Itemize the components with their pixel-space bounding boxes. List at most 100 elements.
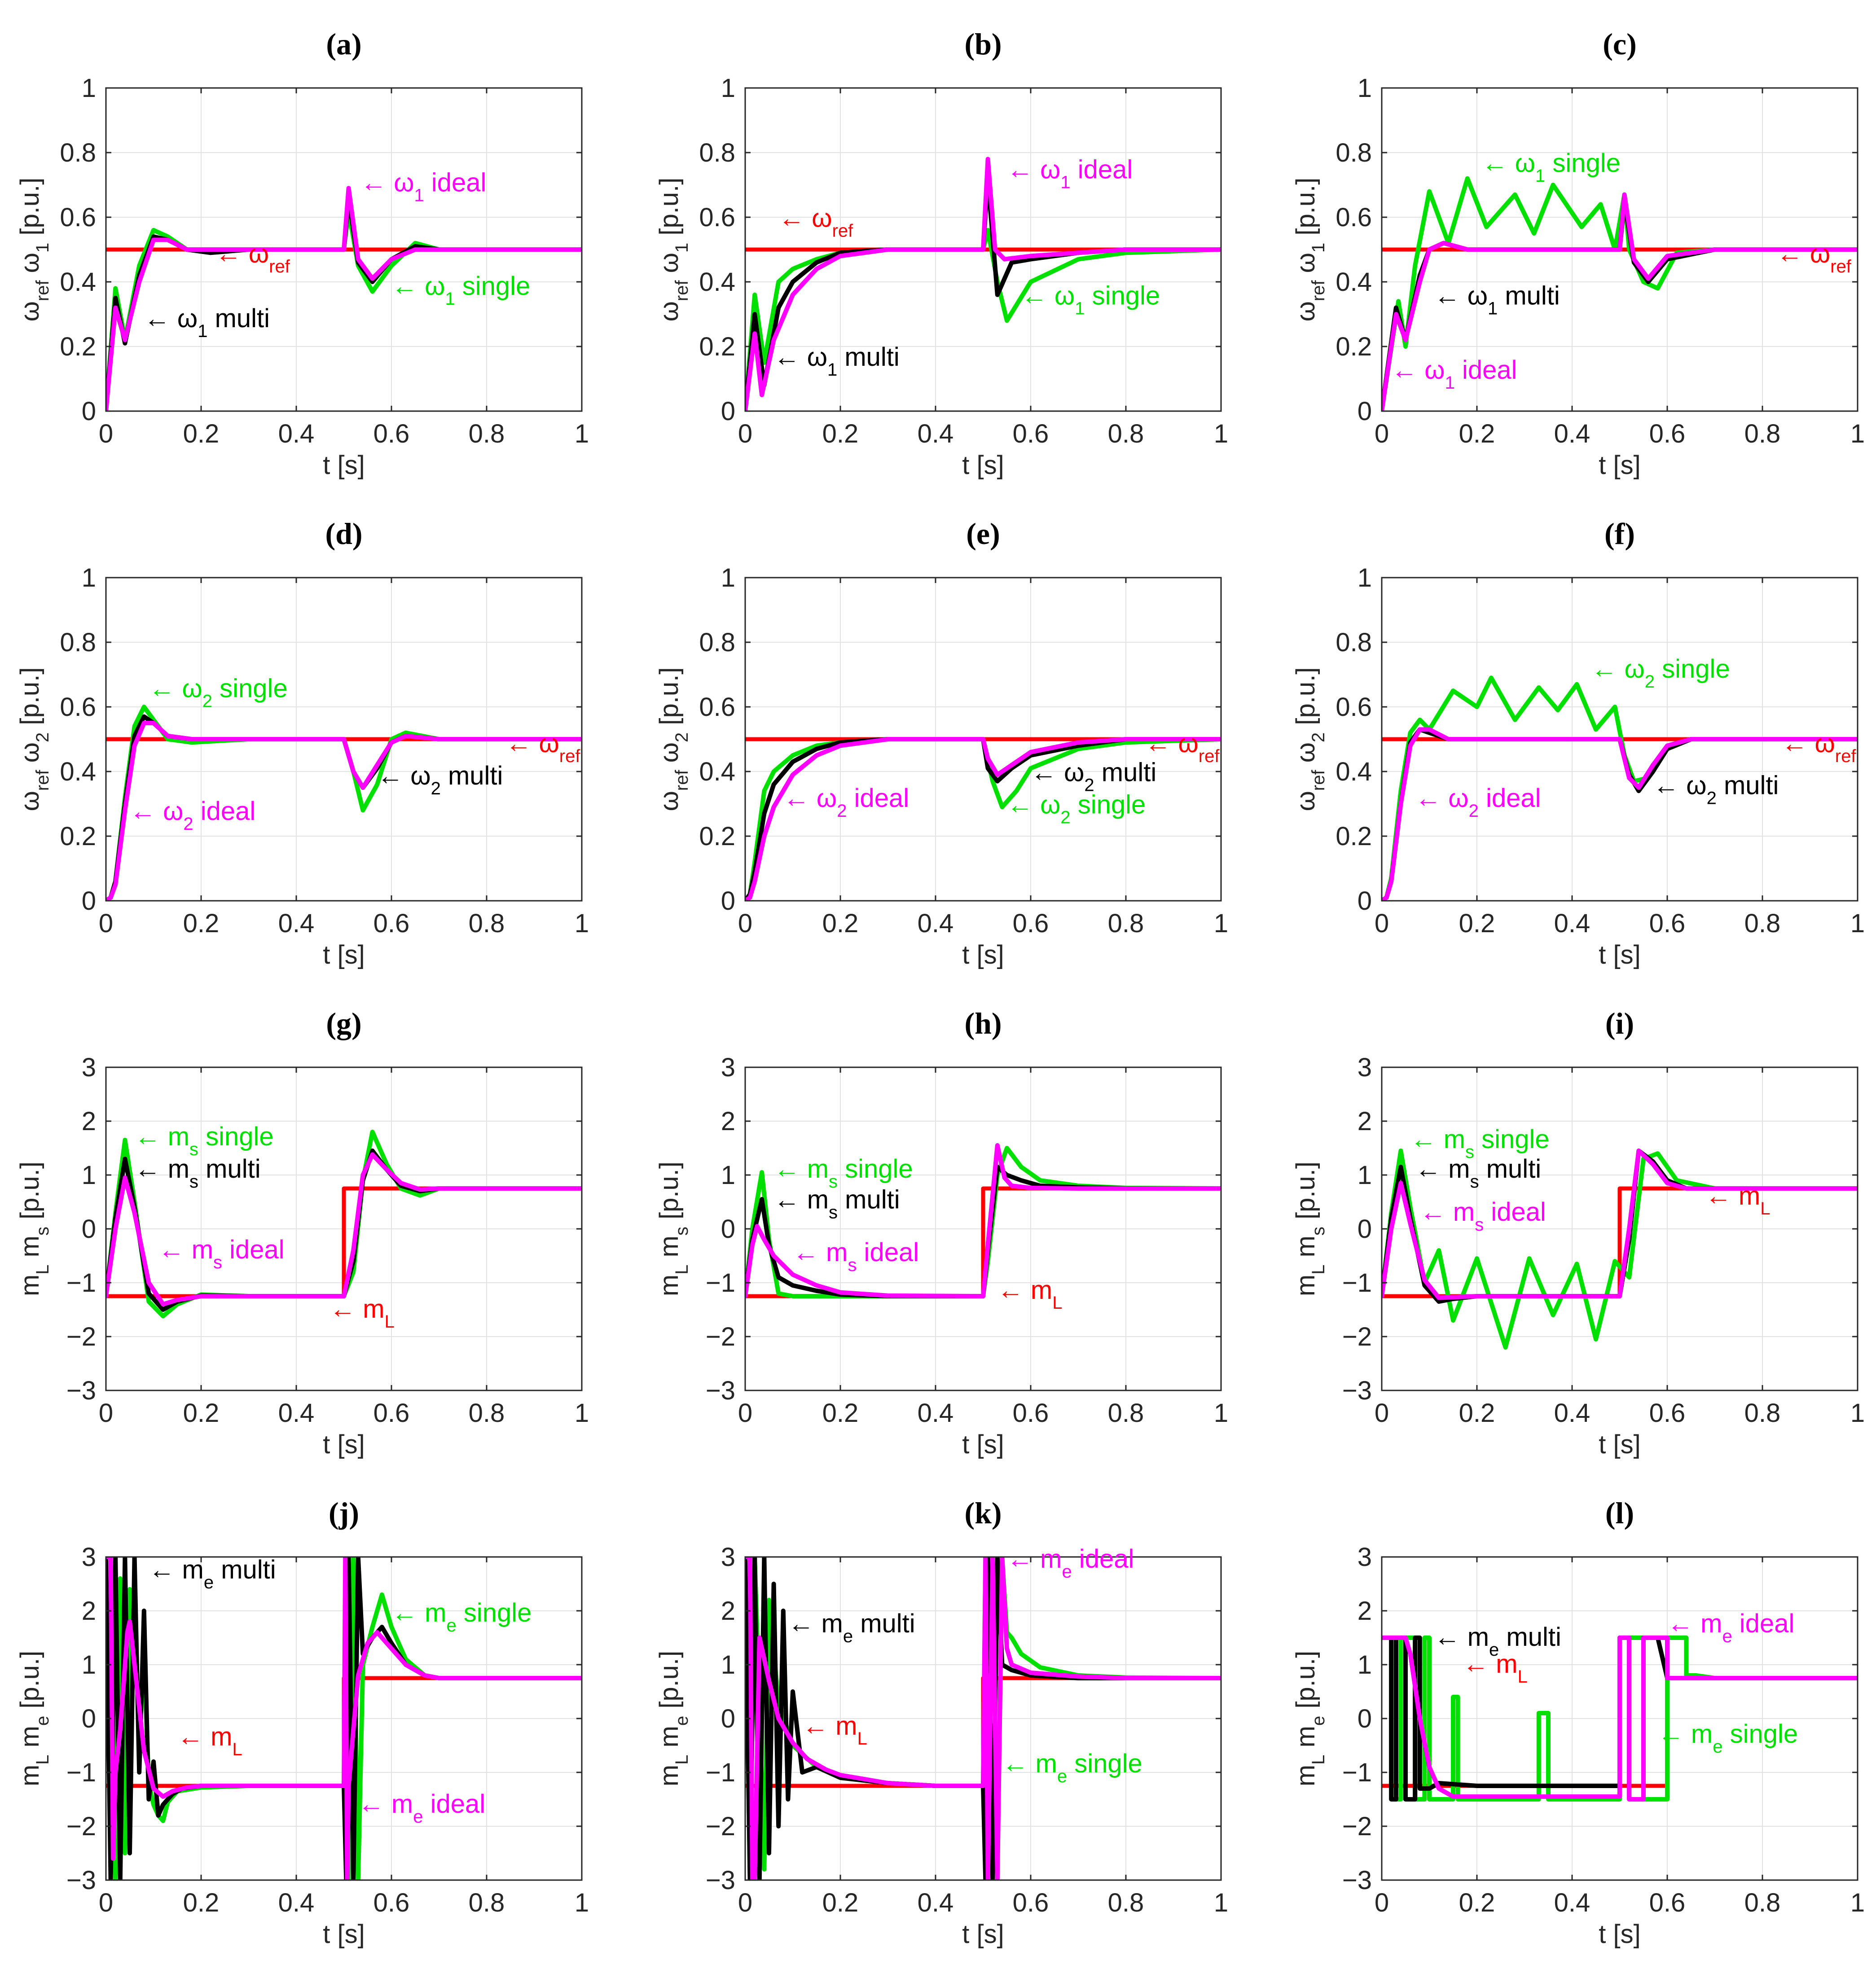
y-tick-label: −3 — [66, 1376, 96, 1405]
axes-frame — [744, 577, 1222, 902]
y-tick-label: 0.4 — [60, 757, 96, 786]
y-axis-label: mL me [p.u.] — [655, 1651, 692, 1786]
x-tick-label: 0.4 — [1554, 909, 1590, 938]
series-line-me-ideal — [106, 1557, 582, 1880]
y-tick-label: 0.8 — [60, 138, 96, 167]
annotation-ml: ← mL — [1705, 1181, 1771, 1219]
x-tick-label: 0.8 — [469, 1399, 505, 1428]
annotation-omega1-multi: ← ω1 multi — [144, 304, 270, 341]
x-tick-label: 0.6 — [1649, 1399, 1686, 1428]
x-tick-label: 1 — [1214, 1888, 1228, 1917]
x-tick-label: 0.6 — [373, 1399, 410, 1428]
panel-title: (i) — [1605, 1006, 1634, 1040]
y-tick-label: 0.8 — [1336, 628, 1372, 657]
panel-g: 0 0.2 0.4 0.6 0.8 1 −3 −2 −1 0 1 2 3 t [s] mL ms [p.u.… — [15, 1006, 589, 1459]
y-tick-label: 1 — [721, 1161, 735, 1190]
y-axis-label: mL ms [p.u.] — [15, 1162, 53, 1296]
x-tick-label: 0.6 — [1649, 909, 1686, 938]
series-line-me-multi — [745, 1557, 1221, 1880]
annotation-me-multi: ← me multi — [788, 1609, 915, 1646]
y-tick-label: 0.2 — [60, 822, 96, 851]
y-tick-label: 1 — [82, 74, 96, 103]
y-tick-label: 0 — [721, 1214, 735, 1244]
panel-j: 0 0.2 0.4 0.6 0.8 1 −3 −2 −1 0 1 2 3 t [s] mL me [p.u.… — [15, 1496, 589, 1949]
panel-f: 0 0.2 0.4 0.6 0.8 1 0 0.2 0.4 0.6 0.8 1 t [s] ωref ω2… — [1291, 517, 1865, 969]
annotation-me-ideal: ← me ideal — [1667, 1609, 1794, 1646]
y-axis-label: mL ms [p.u.] — [1291, 1162, 1328, 1296]
x-tick-label: 0.4 — [918, 419, 954, 448]
y-tick-label: 3 — [1358, 1543, 1372, 1572]
y-tick-label: 0 — [82, 1214, 96, 1244]
series-line-me-ideal — [745, 1557, 1221, 1880]
x-tick-label: 0.8 — [1744, 1399, 1781, 1428]
x-tick-label: 0 — [99, 909, 113, 938]
y-tick-label: −3 — [706, 1376, 735, 1405]
annotation-omega1-ideal: ← ω1 ideal — [1007, 155, 1133, 193]
annotation-omegaref: ← ωref — [505, 729, 580, 766]
x-tick-label: 0.8 — [1108, 419, 1144, 448]
x-tick-label: 0.2 — [183, 909, 220, 938]
y-axis-label: ωref ω2 [p.u.] — [1291, 667, 1328, 811]
x-tick-label: 0.8 — [1108, 909, 1144, 938]
y-tick-label: 1 — [1358, 74, 1372, 103]
y-axis-label: ωref ω1 [p.u.] — [1291, 178, 1328, 322]
x-tick-label: 1 — [1214, 419, 1228, 448]
annotation-omega2-multi: ← ω2 multi — [377, 761, 503, 798]
x-tick-label: 0.4 — [278, 1888, 315, 1917]
panel-a: 0 0.2 0.4 0.6 0.8 1 0 0.2 0.4 0.6 0.8 1 t [s] ωref ω1… — [15, 27, 589, 480]
panel-title: (f) — [1604, 517, 1635, 551]
y-axis-label: ωref ω2 [p.u.] — [655, 667, 692, 811]
annotation-ms-single: ← ms single — [135, 1122, 274, 1159]
y-tick-label: −2 — [66, 1812, 96, 1841]
annotation-me-ideal: ← me ideal — [358, 1789, 485, 1827]
y-axis-label: ωref ω1 [p.u.] — [655, 178, 692, 322]
x-tick-label: 1 — [575, 1399, 589, 1428]
x-tick-label: 0.2 — [183, 419, 220, 448]
panel-title: (a) — [326, 27, 361, 61]
annotation-ms-multi: ← ms multi — [135, 1154, 261, 1192]
y-tick-label: 0.8 — [60, 628, 96, 657]
panel-l: 0 0.2 0.4 0.6 0.8 1 −3 −2 −1 0 1 2 3 t [s] mL me [p.u.… — [1291, 1496, 1865, 1949]
y-tick-label: 1 — [82, 1161, 96, 1190]
y-tick-label: 0.2 — [699, 822, 735, 851]
x-axis-label: t [s] — [1599, 451, 1640, 480]
x-tick-label: 0.6 — [1013, 1399, 1049, 1428]
y-tick-label: 0.4 — [60, 267, 96, 297]
axes-frame — [1381, 577, 1858, 902]
y-tick-label: 0 — [1358, 1704, 1372, 1733]
y-tick-label: 3 — [721, 1053, 735, 1082]
annotation-ml: ← mL — [330, 1294, 395, 1332]
panel-title: (j) — [329, 1496, 359, 1530]
annotation-omegaref: ← ωref — [1781, 729, 1856, 766]
x-tick-label: 0.4 — [1554, 1399, 1590, 1428]
y-axis-label: ωref ω1 [p.u.] — [15, 178, 53, 322]
x-tick-label: 0.4 — [918, 1399, 954, 1428]
x-tick-label: 0.4 — [1554, 419, 1590, 448]
x-tick-label: 0 — [738, 909, 752, 938]
y-tick-label: −1 — [706, 1268, 735, 1298]
x-tick-label: 0.6 — [373, 419, 410, 448]
series-line-ms-ideal — [1382, 1149, 1858, 1300]
y-tick-label: 1 — [721, 563, 735, 592]
y-tick-label: 3 — [1358, 1053, 1372, 1082]
y-tick-label: −2 — [1342, 1322, 1372, 1351]
x-tick-label: 0.2 — [1459, 1399, 1495, 1428]
x-tick-label: 0 — [738, 1399, 752, 1428]
y-tick-label: 0.4 — [699, 757, 735, 786]
x-tick-label: 0 — [1375, 419, 1389, 448]
x-tick-label: 0 — [1375, 909, 1389, 938]
y-tick-label: −3 — [66, 1866, 96, 1895]
axes-frame — [744, 87, 1222, 412]
annotation-omega1-single: ← ω1 single — [1021, 281, 1160, 318]
y-tick-label: 2 — [721, 1596, 735, 1626]
annotation-omega2-single: ← ω2 single — [149, 674, 287, 711]
x-tick-label: 0.2 — [822, 419, 859, 448]
x-tick-label: 0.4 — [278, 1399, 315, 1428]
x-tick-label: 0.8 — [1744, 909, 1781, 938]
y-tick-label: −3 — [1342, 1376, 1372, 1405]
x-tick-label: 0.4 — [278, 419, 315, 448]
x-tick-label: 0.8 — [1108, 1399, 1144, 1428]
panel-i: 0 0.2 0.4 0.6 0.8 1 −3 −2 −1 0 1 2 3 t [s] mL ms [p.u.… — [1291, 1006, 1865, 1459]
panel-b: 0 0.2 0.4 0.6 0.8 1 0 0.2 0.4 0.6 0.8 1 t [s] ωref ω1… — [655, 27, 1228, 480]
